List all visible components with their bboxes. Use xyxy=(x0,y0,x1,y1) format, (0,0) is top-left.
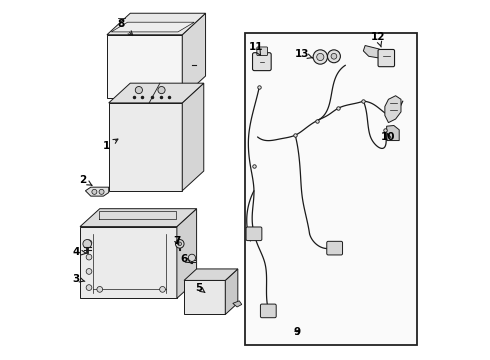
Circle shape xyxy=(99,189,104,194)
Circle shape xyxy=(178,242,181,246)
Bar xyxy=(245,33,417,345)
Polygon shape xyxy=(109,103,182,191)
Text: 2: 2 xyxy=(79,175,92,185)
Circle shape xyxy=(83,239,92,248)
Polygon shape xyxy=(233,301,242,307)
Circle shape xyxy=(175,239,184,248)
Polygon shape xyxy=(184,269,238,280)
FancyBboxPatch shape xyxy=(378,49,394,67)
Text: 11: 11 xyxy=(248,42,263,55)
Circle shape xyxy=(188,254,196,261)
Polygon shape xyxy=(85,187,109,196)
FancyBboxPatch shape xyxy=(327,241,343,255)
Polygon shape xyxy=(385,96,401,123)
Polygon shape xyxy=(111,22,194,32)
Polygon shape xyxy=(182,13,205,98)
Polygon shape xyxy=(182,83,204,191)
FancyBboxPatch shape xyxy=(246,227,262,240)
Text: 7: 7 xyxy=(173,236,180,246)
Circle shape xyxy=(86,254,92,260)
Circle shape xyxy=(135,86,143,94)
Text: 10: 10 xyxy=(381,132,396,142)
Text: 9: 9 xyxy=(294,327,300,337)
Circle shape xyxy=(313,50,327,64)
Circle shape xyxy=(86,269,92,274)
Text: 12: 12 xyxy=(370,32,385,47)
Circle shape xyxy=(97,287,102,292)
Text: 13: 13 xyxy=(295,49,313,59)
Polygon shape xyxy=(80,226,177,298)
FancyBboxPatch shape xyxy=(252,53,271,71)
Text: 5: 5 xyxy=(195,283,205,293)
Polygon shape xyxy=(107,13,205,35)
FancyBboxPatch shape xyxy=(260,304,276,318)
Circle shape xyxy=(331,53,337,59)
Polygon shape xyxy=(184,280,225,315)
Polygon shape xyxy=(177,209,196,298)
Circle shape xyxy=(158,86,165,94)
Circle shape xyxy=(327,50,341,63)
Polygon shape xyxy=(107,35,182,98)
Polygon shape xyxy=(109,83,204,103)
Text: 6: 6 xyxy=(180,254,191,264)
Polygon shape xyxy=(225,269,238,315)
Polygon shape xyxy=(364,45,379,58)
Text: 3: 3 xyxy=(72,274,85,284)
Circle shape xyxy=(86,285,92,291)
Polygon shape xyxy=(387,126,399,140)
Circle shape xyxy=(317,53,324,60)
FancyBboxPatch shape xyxy=(257,47,268,55)
Text: 8: 8 xyxy=(118,19,133,36)
Text: 4: 4 xyxy=(72,247,86,257)
Circle shape xyxy=(92,189,97,194)
Circle shape xyxy=(86,240,92,246)
Polygon shape xyxy=(80,209,196,226)
Circle shape xyxy=(160,287,166,292)
Text: 1: 1 xyxy=(103,139,118,151)
